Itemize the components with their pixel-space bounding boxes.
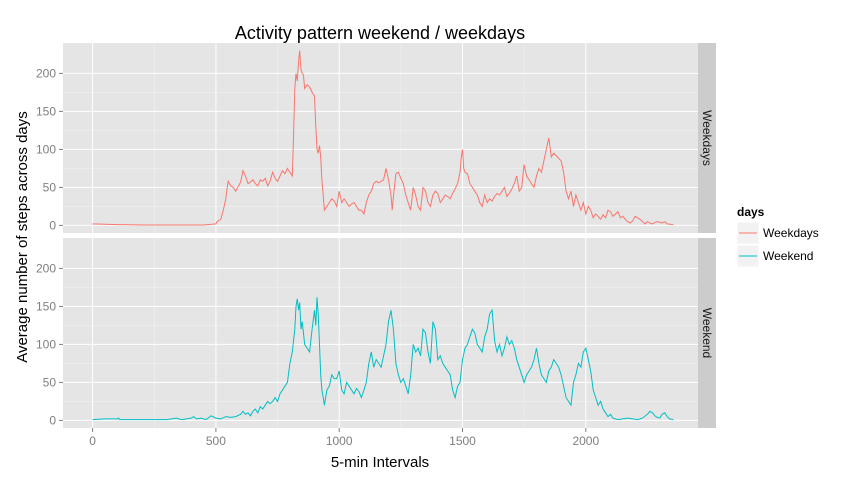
y-tick-label: 50 <box>43 375 57 389</box>
y-tick-label: 0 <box>49 218 56 232</box>
x-tick-label: 1500 <box>449 434 476 448</box>
y-tick-label: 50 <box>43 180 57 194</box>
legend-label: Weekend <box>763 249 813 263</box>
x-tick-label: 0 <box>89 434 96 448</box>
series-line-weekend <box>92 297 674 421</box>
y-tick-label: 0 <box>49 413 56 427</box>
facet-strip-label: Weekend <box>700 308 714 358</box>
y-tick-label: 200 <box>36 66 56 80</box>
y-tick-label: 150 <box>36 104 56 118</box>
x-tick-label: 2000 <box>572 434 599 448</box>
plot-layer: 0 50 100 150 200 Weekdays 0 50 100 150 200 Weekend 0… <box>36 43 716 448</box>
y-axis-title: Average number of steps across days <box>14 111 31 363</box>
facet-strip-1 <box>698 238 716 428</box>
panel-background-0 <box>63 43 698 233</box>
legend: days Weekdays Weekend <box>736 205 819 268</box>
x-tick-label: 500 <box>206 434 226 448</box>
legend-title: days <box>737 205 765 219</box>
y-tick-label: 200 <box>36 261 56 275</box>
y-tick-label: 100 <box>36 337 56 351</box>
panel-background-1 <box>63 238 698 428</box>
chart-title: Activity pattern weekend / weekdays <box>235 23 525 43</box>
series-line-weekdays <box>92 50 674 226</box>
facet-strip-label: Weekdays <box>700 110 714 166</box>
y-tick-label: 100 <box>36 142 56 156</box>
x-axis-title: 5-min Intervals <box>331 454 429 471</box>
y-tick-label: 150 <box>36 299 56 313</box>
x-tick-label: 1000 <box>326 434 353 448</box>
legend-label: Weekdays <box>763 226 819 240</box>
facet-strip-0 <box>698 43 716 233</box>
